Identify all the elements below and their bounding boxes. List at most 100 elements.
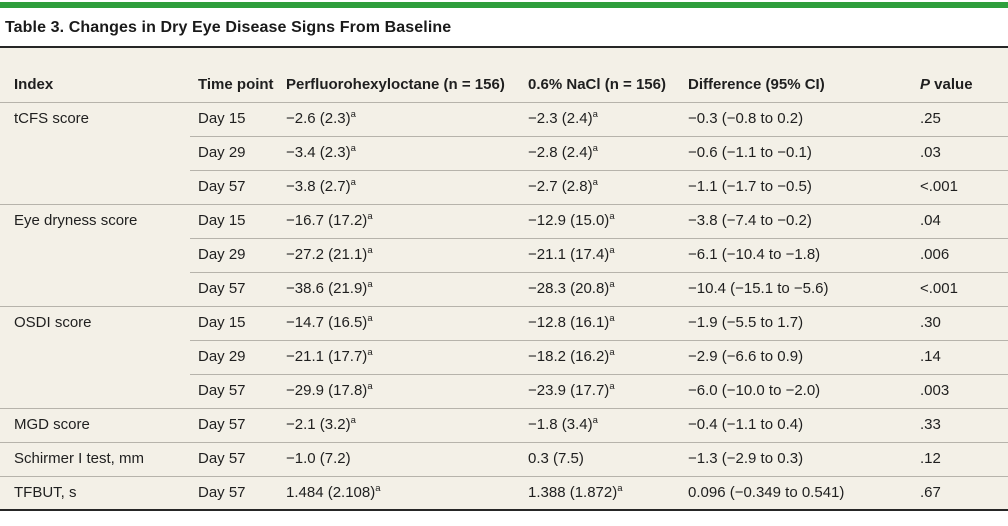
footnote-marker: a xyxy=(367,245,373,256)
footnote-marker: a xyxy=(367,211,373,222)
table-row: Day 57 −38.6 (21.9)a −28.3 (20.8)a −10.4 (−… xyxy=(0,271,1008,306)
cell-time: Day 15 xyxy=(190,203,278,238)
footnote-marker: a xyxy=(592,177,598,188)
cell-nacl: −23.9 (17.7)a xyxy=(520,373,680,408)
footnote-marker: a xyxy=(592,109,598,120)
footnote-marker: a xyxy=(367,347,373,358)
footnote-marker: a xyxy=(609,313,615,324)
cell-p: .03 xyxy=(908,135,1008,170)
column-header-nacl: 0.6% NaCl (n = 156) xyxy=(520,47,680,103)
cell-index xyxy=(0,136,190,170)
cell-p: <.001 xyxy=(908,169,1008,204)
footnote-marker: a xyxy=(350,415,356,426)
cell-p: .33 xyxy=(908,407,1008,442)
cell-index: Schirmer I test, mm xyxy=(0,441,190,476)
cell-time: Day 57 xyxy=(190,169,278,204)
footnote-marker: a xyxy=(350,109,356,120)
table-header: Index Time point Perfluorohexyloctane (n… xyxy=(0,47,1008,103)
cell-time: Day 57 xyxy=(190,271,278,306)
cell-nacl: −18.2 (16.2)a xyxy=(520,339,680,374)
footnote-marker: a xyxy=(367,313,373,324)
cell-pfho: −1.0 (7.2) xyxy=(278,441,520,476)
cell-p: .12 xyxy=(908,441,1008,476)
cell-nacl: −21.1 (17.4)a xyxy=(520,237,680,272)
cell-diff: −2.9 (−6.6 to 0.9) xyxy=(680,339,908,374)
cell-index: OSDI score xyxy=(0,305,190,340)
cell-pfho: −2.6 (2.3)a xyxy=(278,101,520,136)
column-header-perfluorohexyloctane: Perfluorohexyloctane (n = 156) xyxy=(278,47,520,103)
footnote-marker: a xyxy=(350,143,356,154)
table-row: TFBUT, s Day 57 1.484 (2.108)a 1.388 (1.872… xyxy=(0,475,1008,510)
p-value-rest: value xyxy=(930,75,973,93)
cell-p: .04 xyxy=(908,203,1008,238)
cell-p: .14 xyxy=(908,339,1008,374)
p-value-italic: P xyxy=(920,75,931,93)
cell-time: Day 29 xyxy=(190,135,278,170)
cell-index xyxy=(0,238,190,272)
cell-p: .006 xyxy=(908,237,1008,272)
cell-diff: −1.9 (−5.5 to 1.7) xyxy=(680,305,908,340)
cell-diff: −0.3 (−0.8 to 0.2) xyxy=(680,101,908,136)
cell-time: Day 15 xyxy=(190,101,278,136)
table-body: tCFS score Day 15 −2.6 (2.3)a −2.3 (2.4)a −0… xyxy=(0,101,1008,510)
cell-nacl: −1.8 (3.4)a xyxy=(520,407,680,442)
cell-nacl: −28.3 (20.8)a xyxy=(520,271,680,306)
table-row: Day 29 −3.4 (2.3)a −2.8 (2.4)a −0.6 (−1.1 t… xyxy=(0,135,1008,170)
cell-nacl: −12.9 (15.0)a xyxy=(520,203,680,238)
column-header-time-point: Time point xyxy=(190,47,278,103)
footnote-marker: a xyxy=(609,347,615,358)
cell-pfho: −29.9 (17.8)a xyxy=(278,373,520,408)
footnote-marker: a xyxy=(350,177,356,188)
cell-pfho: −27.2 (21.1)a xyxy=(278,237,520,272)
footnote-marker: a xyxy=(609,245,615,256)
cell-time: Day 15 xyxy=(190,305,278,340)
cell-time: Day 57 xyxy=(190,441,278,476)
table-row: OSDI score Day 15 −14.7 (16.5)a −12.8 (16.1… xyxy=(0,305,1008,340)
cell-p: .25 xyxy=(908,101,1008,136)
cell-index xyxy=(0,340,190,374)
cell-pfho: 1.484 (2.108)a xyxy=(278,475,520,510)
cell-pfho: −3.4 (2.3)a xyxy=(278,135,520,170)
cell-nacl: 0.3 (7.5) xyxy=(520,441,680,476)
cell-time: Day 57 xyxy=(190,475,278,510)
cell-index xyxy=(0,272,190,306)
cell-diff: −1.3 (−2.9 to 0.3) xyxy=(680,441,908,476)
cell-time: Day 29 xyxy=(190,339,278,374)
cell-pfho: −16.7 (17.2)a xyxy=(278,203,520,238)
cell-p: .003 xyxy=(908,373,1008,408)
cell-index xyxy=(0,170,190,204)
footnote-marker: a xyxy=(609,211,615,222)
cell-nacl: −2.3 (2.4)a xyxy=(520,101,680,136)
table-title: Table 3. Changes in Dry Eye Disease Sign… xyxy=(5,19,452,36)
cell-diff: 0.096 (−0.349 to 0.541) xyxy=(680,475,908,510)
cell-nacl: −12.8 (16.1)a xyxy=(520,305,680,340)
cell-nacl: 1.388 (1.872)a xyxy=(520,475,680,510)
footnote-marker: a xyxy=(617,482,623,494)
table-figure: Table 3. Changes in Dry Eye Disease Sign… xyxy=(0,2,1008,511)
cell-pfho: −21.1 (17.7)a xyxy=(278,339,520,374)
cell-time: Day 57 xyxy=(190,373,278,408)
cell-index: TFBUT, s xyxy=(0,475,190,510)
table-row: Eye dryness score Day 15 −16.7 (17.2)a −12.… xyxy=(0,203,1008,238)
cell-pfho: −3.8 (2.7)a xyxy=(278,169,520,204)
cell-diff: −6.1 (−10.4 to −1.8) xyxy=(680,237,908,272)
cell-nacl: −2.7 (2.8)a xyxy=(520,169,680,204)
cell-index: MGD score xyxy=(0,407,190,442)
cell-diff: −0.4 (−1.1 to 0.4) xyxy=(680,407,908,442)
table-row: Day 57 −3.8 (2.7)a −2.7 (2.8)a −1.1 (−1.7 t… xyxy=(0,169,1008,204)
cell-p: <.001 xyxy=(908,271,1008,306)
column-header-index: Index xyxy=(0,47,190,103)
cell-diff: −0.6 (−1.1 to −0.1) xyxy=(680,135,908,170)
footnote-marker: a xyxy=(367,381,373,392)
cell-index: Eye dryness score xyxy=(0,203,190,238)
cell-diff: −10.4 (−15.1 to −5.6) xyxy=(680,271,908,306)
cell-pfho: −14.7 (16.5)a xyxy=(278,305,520,340)
column-header-difference: Difference (95% CI) xyxy=(680,47,908,103)
cell-p: .30 xyxy=(908,305,1008,340)
cell-diff: −1.1 (−1.7 to −0.5) xyxy=(680,169,908,204)
cell-time: Day 29 xyxy=(190,237,278,272)
table-row: MGD score Day 57 −2.1 (3.2)a −1.8 (3.4)a −0.… xyxy=(0,407,1008,442)
cell-index xyxy=(0,374,190,408)
footnote-marker: a xyxy=(592,415,598,426)
cell-pfho: −2.1 (3.2)a xyxy=(278,407,520,442)
